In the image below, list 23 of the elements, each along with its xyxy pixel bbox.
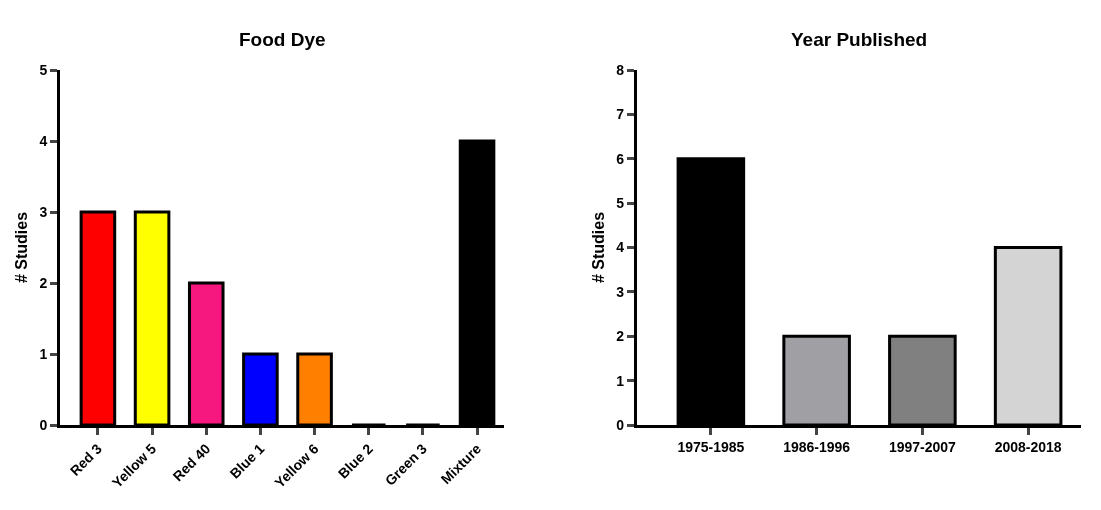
y-tick-label: 5 xyxy=(39,61,48,78)
y-tick-label: 3 xyxy=(39,203,48,220)
y-tick-label: 6 xyxy=(616,150,625,167)
y-tick-label: 3 xyxy=(616,283,625,300)
chart-title: Food Dye xyxy=(239,29,326,50)
y-tick-label: 4 xyxy=(39,132,48,149)
chart-title: Year Published xyxy=(791,29,928,50)
y-axis-title: # Studies xyxy=(13,211,31,284)
y-tick-label: 2 xyxy=(616,328,625,345)
y-axis-title: # Studies xyxy=(590,211,608,284)
y-tick-label: 0 xyxy=(616,416,625,433)
x-tick-label: 1986-1996 xyxy=(783,438,851,455)
y-tick-label: 1 xyxy=(39,345,48,362)
x-tick-label: 1975-1985 xyxy=(677,438,745,455)
y-tick-label: 7 xyxy=(616,106,625,123)
y-tick-label: 0 xyxy=(39,416,48,433)
y-tick-label: 4 xyxy=(616,239,625,256)
y-tick-label: 1 xyxy=(616,372,625,389)
y-tick-label: 2 xyxy=(39,274,48,291)
x-tick-label: 1997-2007 xyxy=(888,438,957,455)
y-tick-label: 8 xyxy=(616,61,625,78)
y-tick-label: 5 xyxy=(616,195,625,212)
x-tick-label: 2008-2018 xyxy=(994,438,1062,455)
